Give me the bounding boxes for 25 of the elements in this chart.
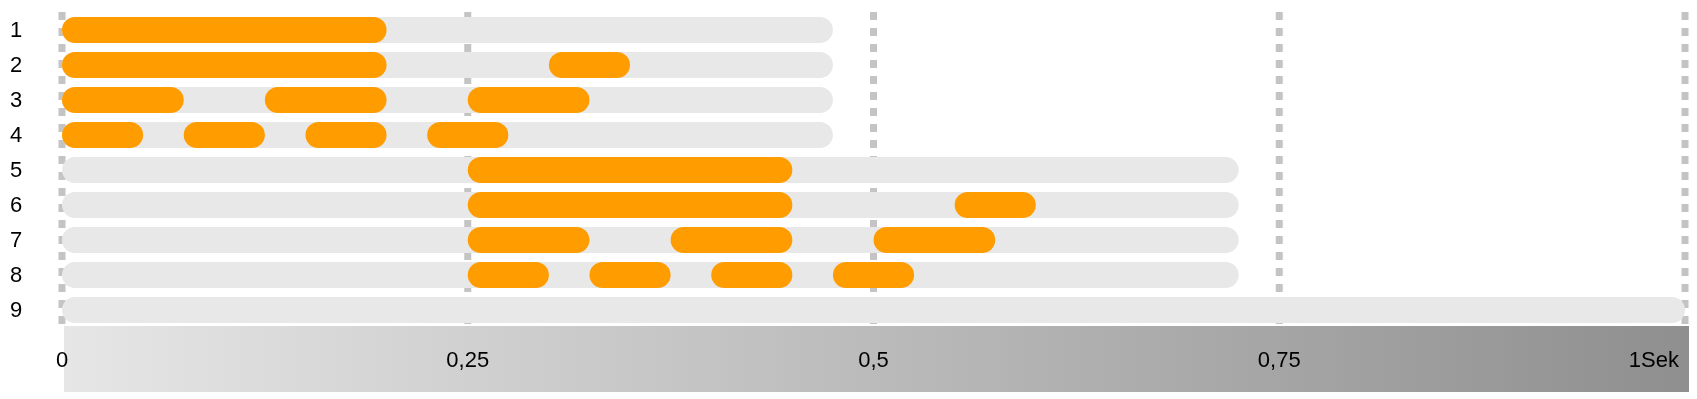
y-tick-label: 2 xyxy=(10,52,23,78)
bar xyxy=(62,87,184,113)
y-tick-label: 8 xyxy=(10,262,23,288)
x-tick-label: 0 xyxy=(55,347,69,372)
bar xyxy=(62,52,387,78)
y-tick-label: 7 xyxy=(10,227,23,253)
y-tick-label: 5 xyxy=(10,157,23,183)
bar xyxy=(62,297,1685,323)
bar xyxy=(467,157,793,183)
bar xyxy=(467,87,590,113)
x-tick-label: 1Sek xyxy=(1628,347,1680,372)
bar xyxy=(62,17,387,43)
y-tick-label: 1 xyxy=(10,17,23,43)
bar xyxy=(467,227,590,253)
y-tick-label: 3 xyxy=(10,87,23,113)
x-tick-label: 0,25 xyxy=(446,347,490,372)
y-tick-label: 9 xyxy=(10,297,23,323)
x-tick-label: 0,75 xyxy=(1257,347,1301,372)
y-tick-label: 6 xyxy=(10,192,23,218)
bar xyxy=(873,227,996,253)
bar xyxy=(670,227,793,253)
y-tick-label: 4 xyxy=(10,122,23,148)
bar xyxy=(264,87,387,113)
x-tick-label: 0,5 xyxy=(858,347,889,372)
bar xyxy=(467,192,793,218)
